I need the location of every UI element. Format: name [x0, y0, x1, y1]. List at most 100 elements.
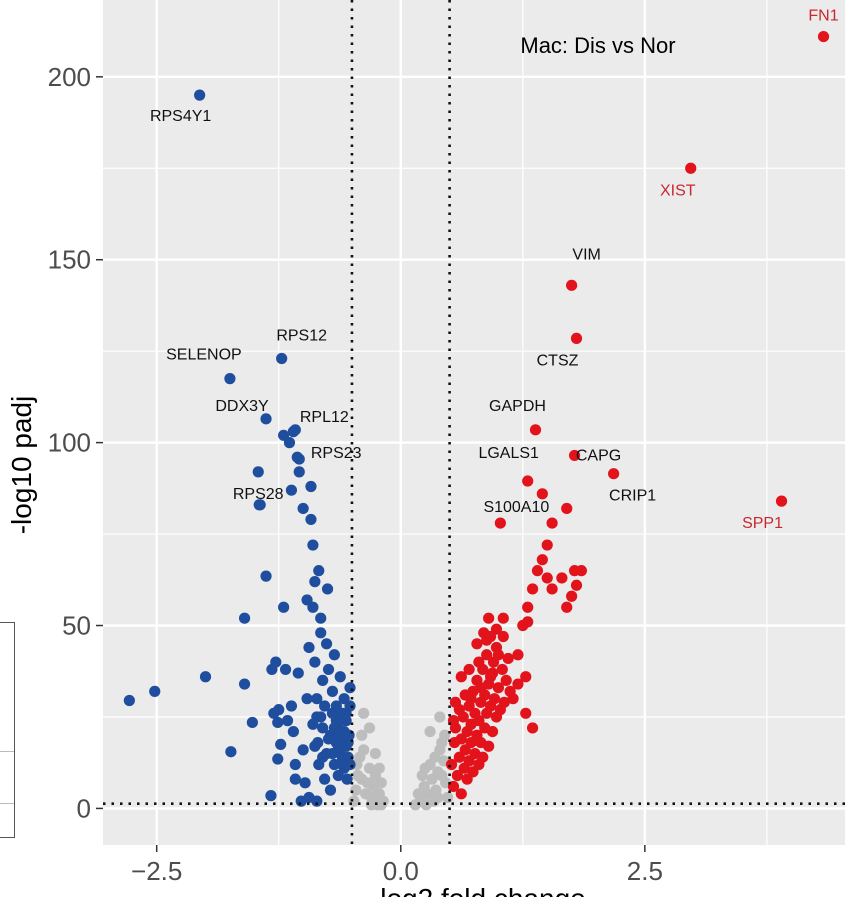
- point-down: [309, 656, 321, 668]
- point-up: [471, 638, 483, 650]
- point-down: [299, 777, 311, 789]
- point-up: [497, 612, 509, 624]
- point-down: [279, 663, 292, 676]
- point-up: [502, 652, 514, 665]
- gene-label-rps23: RPS23: [311, 445, 362, 462]
- point-down: [272, 753, 284, 765]
- point-down: [287, 726, 299, 738]
- point-up: [475, 682, 487, 694]
- point-down: [341, 773, 353, 785]
- point-ns: [424, 726, 436, 738]
- point-up: [463, 663, 475, 676]
- point-down: [342, 736, 354, 749]
- point-down: [289, 758, 301, 771]
- point-ctsz: [570, 332, 583, 344]
- point-down: [123, 694, 135, 707]
- gene-label-spp1: SPP1: [742, 515, 783, 532]
- point-up: [500, 674, 512, 686]
- point-down: [293, 466, 305, 478]
- point-down: [309, 740, 321, 752]
- gene-label-vim: VIM: [572, 246, 600, 263]
- point-down: [238, 612, 251, 624]
- point-up: [561, 601, 573, 613]
- point-ns: [358, 707, 370, 719]
- point-down: [322, 663, 335, 676]
- point-up: [451, 769, 464, 782]
- point-down: [317, 674, 329, 686]
- point-rps12: [276, 352, 288, 365]
- point-down: [303, 641, 315, 654]
- point-up: [541, 539, 553, 551]
- point-up: [490, 623, 503, 635]
- point-down: [292, 667, 304, 679]
- gene-label-selenop: SELENOP: [166, 347, 242, 364]
- point-down: [225, 746, 237, 758]
- point-ddx3y: [260, 413, 272, 425]
- y-tick-label: 50: [62, 611, 91, 641]
- point-down: [268, 707, 280, 719]
- point-down: [315, 711, 327, 723]
- point-up: [459, 689, 471, 701]
- point-down: [332, 740, 344, 752]
- point-down: [289, 773, 301, 785]
- point-ns: [434, 711, 446, 723]
- point-down: [297, 502, 309, 515]
- point-up: [561, 502, 573, 515]
- x-tick-label: 2.5: [627, 856, 663, 886]
- point-ns: [426, 773, 438, 785]
- point-ns: [365, 799, 378, 811]
- point-up: [512, 649, 524, 661]
- point-down: [319, 700, 331, 712]
- point-rps23: [293, 453, 305, 465]
- point-ns: [369, 747, 381, 760]
- y-axis-title: -log10 padj: [6, 396, 37, 535]
- point-up: [478, 627, 490, 639]
- point-rps4y1: [194, 89, 206, 101]
- point-down: [272, 716, 284, 729]
- point-up: [566, 590, 578, 602]
- point-down: [238, 678, 251, 690]
- point-down: [320, 638, 333, 650]
- point-down: [326, 685, 339, 697]
- point-up: [546, 583, 558, 595]
- point-down: [278, 601, 290, 613]
- point-down: [285, 484, 298, 496]
- point-down: [252, 466, 264, 478]
- point-down: [285, 700, 298, 712]
- point-down: [270, 656, 282, 668]
- point-up: [520, 671, 532, 683]
- point-down: [338, 726, 350, 738]
- point-down: [149, 685, 161, 697]
- point-ns: [436, 769, 448, 782]
- point-down: [324, 784, 337, 796]
- point-ns: [432, 791, 444, 804]
- point-down: [344, 682, 356, 694]
- point-s100a10: [494, 517, 506, 529]
- point-up: [536, 554, 548, 566]
- point-up: [455, 671, 467, 683]
- y-tick-label: 0: [77, 793, 91, 823]
- chart-title: Mac: Dis vs Nor: [520, 33, 675, 58]
- point-ns: [350, 784, 362, 796]
- gene-label-s100a10: S100A10: [483, 499, 549, 516]
- point-up: [486, 726, 499, 738]
- point-xist: [685, 162, 697, 174]
- point-up: [496, 663, 508, 676]
- point-down: [315, 612, 327, 624]
- gene-label-lgals1: LGALS1: [478, 445, 539, 462]
- point-gapdh: [529, 424, 542, 436]
- point-up: [492, 682, 505, 694]
- point-down: [297, 744, 309, 756]
- point-up: [455, 788, 467, 800]
- point-down: [344, 758, 356, 771]
- legend-box-fragment: [0, 622, 15, 838]
- point-down: [283, 437, 296, 449]
- point-down: [321, 583, 334, 595]
- gene-label-rps12: RPS12: [276, 327, 327, 344]
- point-ns: [375, 777, 387, 789]
- point-down: [319, 773, 331, 785]
- points-upregulated: [445, 488, 587, 800]
- point-up: [481, 649, 493, 661]
- y-tick-label: 150: [48, 245, 91, 275]
- point-vim: [566, 279, 578, 291]
